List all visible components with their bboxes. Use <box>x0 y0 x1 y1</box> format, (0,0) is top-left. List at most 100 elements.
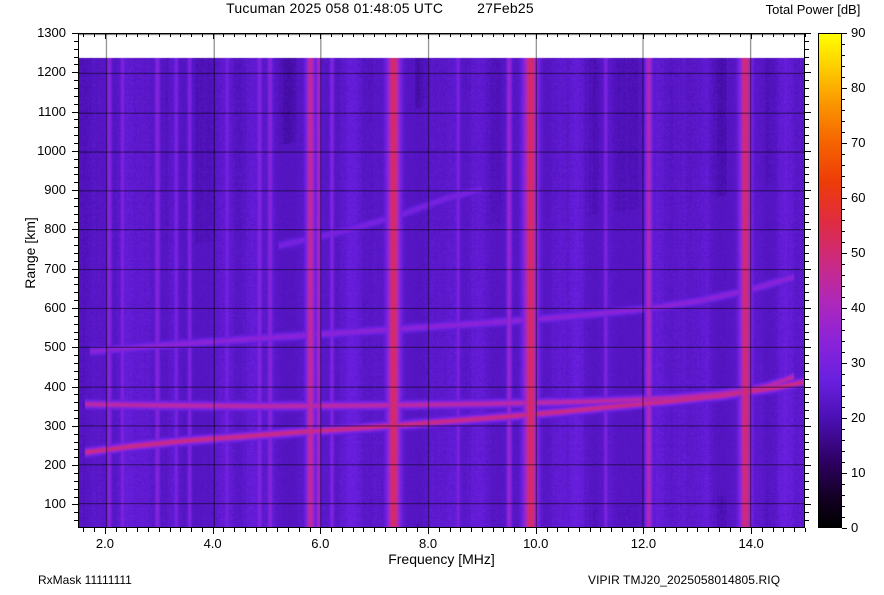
y-tick <box>72 150 78 152</box>
x-tick-minor-top <box>266 33 268 37</box>
colorbar-tick-minor <box>842 506 845 507</box>
source-label: VIPIR TMJ20_2025058014805.RIQ <box>588 573 781 587</box>
colorbar-tick <box>842 363 847 364</box>
x-tick-minor <box>578 528 580 532</box>
x-tick-minor <box>697 528 699 532</box>
x-tick-minor <box>783 528 785 532</box>
x-tick-label: 14.0 <box>738 536 764 551</box>
colorbar-tick-minor <box>842 319 845 320</box>
x-tick-minor <box>514 528 516 532</box>
y-tick-right <box>805 308 811 309</box>
x-tick-minor <box>675 528 677 532</box>
y-tick-minor-right <box>805 402 809 404</box>
x-tick-minor-top <box>772 33 774 37</box>
colorbar-tick-minor <box>842 385 845 386</box>
y-tick-minor-right <box>805 56 809 58</box>
colorbar-tick-minor <box>842 352 845 353</box>
colorbar-tick-minor <box>842 484 845 485</box>
y-tick-minor <box>74 135 78 137</box>
colorbar-tick-minor <box>842 110 845 111</box>
colorbar-tick-minor <box>842 55 845 56</box>
colorbar-tick-minor <box>842 462 845 463</box>
x-tick-minor-top <box>578 33 580 37</box>
x-tick-minor <box>460 528 462 532</box>
y-tick-minor <box>74 48 78 50</box>
y-tick-minor <box>74 394 78 396</box>
x-tick-minor <box>729 528 731 532</box>
x-tick-minor-top <box>632 33 634 37</box>
y-tick <box>72 504 78 506</box>
x-tick-minor <box>471 528 473 532</box>
x-tick-minor-top <box>481 33 483 37</box>
x-tick-minor <box>611 528 613 532</box>
y-tick-minor-right <box>805 182 809 184</box>
y-tick-minor <box>74 213 78 215</box>
x-tick-top <box>428 33 430 39</box>
x-tick-top <box>212 33 214 39</box>
x-tick <box>212 528 214 534</box>
y-tick <box>72 190 78 192</box>
y-tick-minor-right <box>805 323 809 325</box>
y-tick-label: 700 <box>44 260 66 276</box>
y-tick-minor <box>74 143 78 144</box>
colorbar-tick-minor <box>842 231 845 232</box>
colorbar-tick-minor <box>842 220 845 221</box>
y-tick-right <box>805 504 811 506</box>
y-tick-minor-right <box>805 174 809 176</box>
y-tick-minor-right <box>805 205 809 207</box>
x-tick-minor <box>546 528 548 532</box>
y-tick-minor <box>74 449 78 451</box>
y-tick-minor <box>74 284 78 286</box>
y-axis-title: Range [km] <box>22 217 38 289</box>
colorbar-tick-minor <box>842 132 845 133</box>
x-tick <box>751 528 753 534</box>
date-short: 27Feb25 <box>477 0 534 16</box>
x-tick-minor <box>244 528 246 532</box>
y-tick-minor <box>74 488 78 490</box>
y-tick-right <box>805 150 811 152</box>
y-tick-label: 900 <box>44 182 66 198</box>
y-tick-minor <box>74 80 78 82</box>
y-tick-minor-right <box>805 433 809 435</box>
x-tick-minor-top <box>438 33 440 37</box>
y-tick-minor-right <box>805 88 809 89</box>
x-tick-minor-top <box>384 33 386 37</box>
y-tick-minor-right <box>805 473 809 474</box>
y-tick-minor <box>74 276 78 278</box>
x-tick-minor-top <box>352 33 354 37</box>
y-tick-label: 100 <box>44 496 66 512</box>
y-tick-label: 1100 <box>38 103 66 119</box>
x-tick-minor-top <box>794 33 796 37</box>
colorbar-tick-label: 70 <box>851 135 866 150</box>
x-tick-minor-top <box>654 33 656 37</box>
x-tick-minor <box>352 528 354 532</box>
colorbar-tick-minor <box>842 297 845 298</box>
y-tick-minor <box>74 205 78 207</box>
y-tick-minor-right <box>805 237 809 239</box>
y-tick-minor-right <box>805 488 809 490</box>
x-tick-minor <box>266 528 268 532</box>
y-tick-minor <box>74 457 78 459</box>
colorbar-tick-minor <box>842 341 845 342</box>
colorbar-tick-minor <box>842 440 845 441</box>
x-tick-minor <box>94 528 96 532</box>
y-tick-minor <box>74 56 78 58</box>
colorbar-tick-minor <box>842 121 845 122</box>
x-tick-minor <box>805 528 806 532</box>
x-tick-minor-top <box>126 33 128 37</box>
colorbar-tick-minor <box>842 286 845 287</box>
colorbar-title: Total Power [dB] <box>765 2 861 17</box>
chart-title: Tucuman 2025 058 01:48:05 UTC 27Feb25 <box>0 0 760 16</box>
x-tick-minor <box>169 528 171 532</box>
y-tick-right <box>805 425 811 427</box>
x-tick-minor-top <box>686 33 688 37</box>
x-tick-minor-top <box>234 33 236 37</box>
colorbar-tick <box>842 473 847 474</box>
y-tick-minor <box>74 166 78 168</box>
y-tick-minor-right <box>805 355 809 357</box>
x-tick-minor-top <box>406 33 408 37</box>
y-tick <box>72 308 78 309</box>
colorbar-tick <box>842 198 847 199</box>
x-tick <box>643 528 645 534</box>
